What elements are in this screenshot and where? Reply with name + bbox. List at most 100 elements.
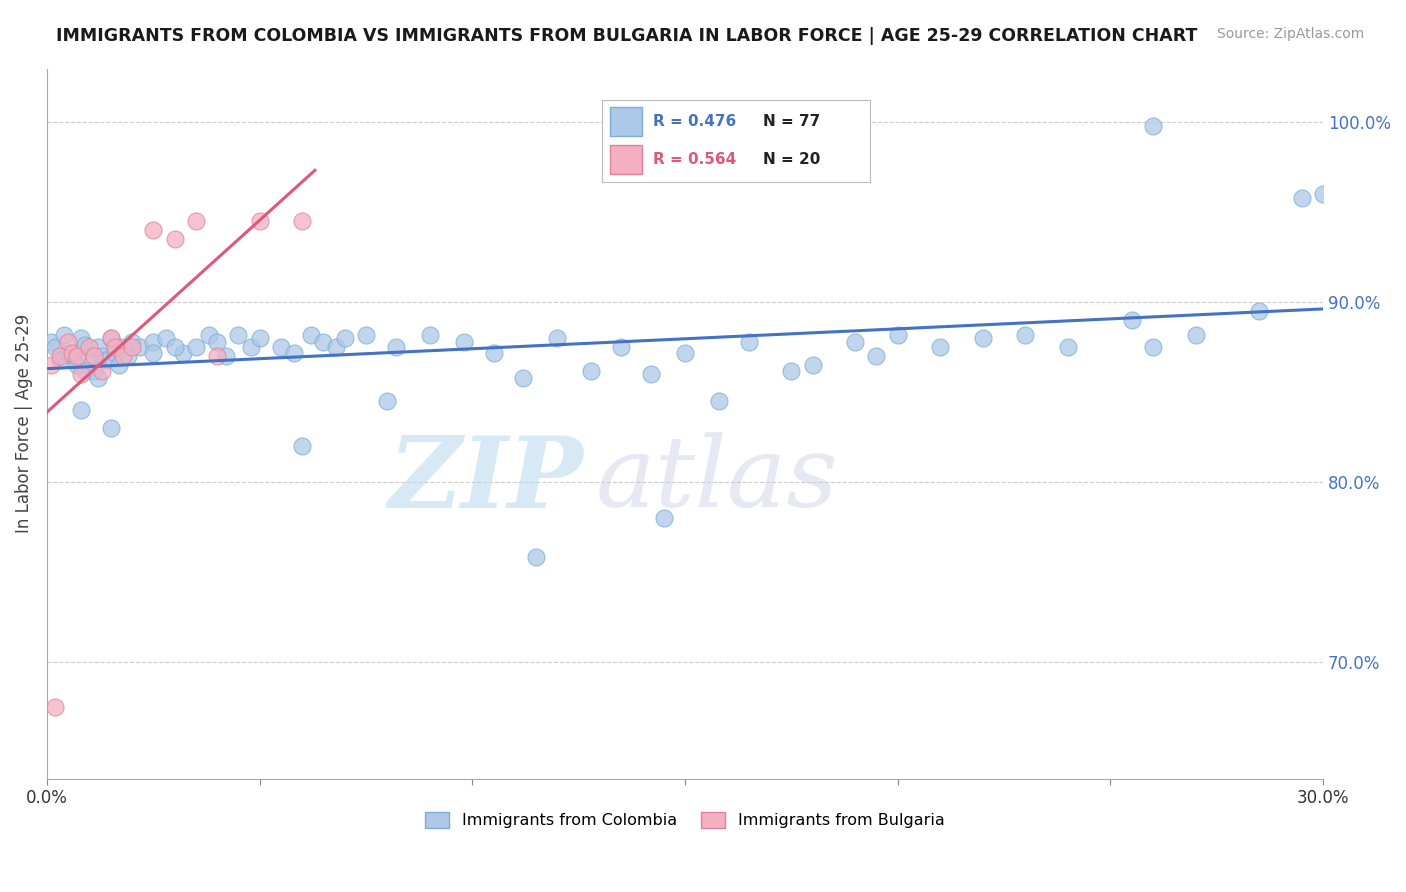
Point <box>1291 191 1313 205</box>
Point <box>96 352 118 367</box>
Point <box>112 340 135 354</box>
Point <box>121 340 143 354</box>
Point <box>39 358 62 372</box>
Point <box>929 340 952 354</box>
Point <box>801 358 824 372</box>
Point <box>524 550 547 565</box>
Point <box>249 214 271 228</box>
Point <box>707 394 730 409</box>
Point <box>112 349 135 363</box>
Text: IMMIGRANTS FROM COLOMBIA VS IMMIGRANTS FROM BULGARIA IN LABOR FORCE | AGE 25-29 : IMMIGRANTS FROM COLOMBIA VS IMMIGRANTS F… <box>56 27 1198 45</box>
Point <box>62 345 84 359</box>
Point <box>56 334 79 349</box>
Point <box>205 349 228 363</box>
Point <box>163 232 186 246</box>
Point <box>482 345 505 359</box>
Point <box>70 331 93 345</box>
Point <box>155 331 177 345</box>
Point <box>865 349 887 363</box>
Text: Source: ZipAtlas.com: Source: ZipAtlas.com <box>1216 27 1364 41</box>
Point <box>1249 304 1271 318</box>
Point <box>104 345 127 359</box>
Point <box>56 345 79 359</box>
Point <box>172 345 194 359</box>
Point <box>117 349 139 363</box>
Point <box>163 340 186 354</box>
Point <box>1142 119 1164 133</box>
Text: atlas: atlas <box>596 433 838 528</box>
Point <box>184 214 207 228</box>
Point <box>886 327 908 342</box>
Point <box>249 331 271 345</box>
Point <box>121 334 143 349</box>
Point <box>240 340 263 354</box>
Point <box>48 352 70 367</box>
Point <box>66 349 89 363</box>
Point <box>142 345 165 359</box>
Point <box>100 331 122 345</box>
Point <box>546 331 568 345</box>
Point <box>844 334 866 349</box>
Point <box>129 340 152 354</box>
Point <box>75 338 97 352</box>
Point <box>228 327 250 342</box>
Point <box>1014 327 1036 342</box>
Point <box>197 327 219 342</box>
Point <box>142 334 165 349</box>
Point <box>44 699 66 714</box>
Point <box>652 511 675 525</box>
Point <box>291 439 314 453</box>
Point <box>83 349 105 363</box>
Point <box>354 327 377 342</box>
Point <box>640 367 662 381</box>
Point <box>283 345 305 359</box>
Point <box>512 370 534 384</box>
Point <box>972 331 994 345</box>
Point <box>91 363 114 377</box>
Point <box>375 394 398 409</box>
Point <box>780 363 803 377</box>
Point <box>1184 327 1206 342</box>
Point <box>738 334 761 349</box>
Point <box>1057 340 1080 354</box>
Legend: Immigrants from Colombia, Immigrants from Bulgaria: Immigrants from Colombia, Immigrants fro… <box>419 805 950 835</box>
Point <box>419 327 441 342</box>
Point <box>70 367 93 381</box>
Point <box>384 340 406 354</box>
Point <box>62 349 84 363</box>
Point <box>66 358 89 372</box>
Point <box>87 340 110 354</box>
Point <box>75 363 97 377</box>
Point <box>48 349 70 363</box>
Point <box>205 334 228 349</box>
Point <box>104 340 127 354</box>
Point <box>1142 340 1164 354</box>
Point <box>44 340 66 354</box>
Point <box>83 363 105 377</box>
Point <box>673 345 696 359</box>
Point <box>581 363 603 377</box>
Point <box>610 340 633 354</box>
Point <box>299 327 322 342</box>
Point <box>79 349 101 363</box>
Text: ZIP: ZIP <box>388 432 583 529</box>
Point <box>91 349 114 363</box>
Point <box>325 340 347 354</box>
Point <box>291 214 314 228</box>
Point <box>1121 313 1143 327</box>
Point <box>270 340 292 354</box>
Point <box>453 334 475 349</box>
Point <box>79 340 101 354</box>
Point <box>184 340 207 354</box>
Point <box>70 403 93 417</box>
Point <box>214 349 236 363</box>
Point <box>108 358 131 372</box>
Point <box>1312 187 1334 202</box>
Point <box>52 327 75 342</box>
Y-axis label: In Labor Force | Age 25-29: In Labor Force | Age 25-29 <box>15 314 32 533</box>
Point <box>100 331 122 345</box>
Point <box>312 334 335 349</box>
Point <box>100 421 122 435</box>
Point <box>142 223 165 237</box>
Point <box>87 370 110 384</box>
